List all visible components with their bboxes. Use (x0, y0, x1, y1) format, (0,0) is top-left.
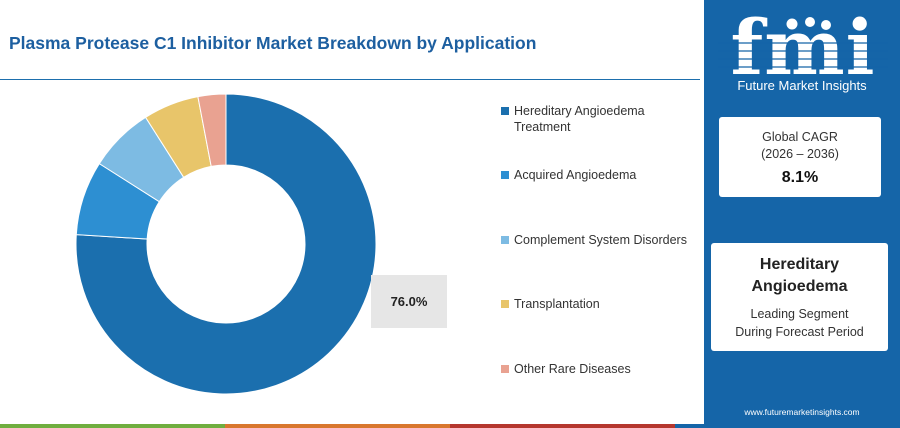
strip-segment (0, 424, 225, 428)
legend-label: Hereditary Angioedema Treatment (514, 103, 645, 135)
legend-label-line: Treatment (514, 120, 571, 134)
data-label-box: 76.0% (371, 275, 447, 328)
bottom-color-strip (0, 424, 900, 428)
brand-name: fmi (731, 8, 876, 92)
donut-chart (75, 93, 377, 395)
chart-title: Plasma Protease C1 Inhibitor Market Brea… (9, 33, 537, 53)
cagr-card: Global CAGR (2026 – 2036) 8.1% (719, 117, 881, 197)
segment-desc-line: Leading Segment (750, 307, 849, 321)
legend-label: Other Rare Diseases (514, 361, 631, 377)
data-label-hereditary: 76.0% (390, 294, 428, 309)
donut-slice-hereditary-angioedema-treatment (75, 93, 377, 395)
legend-label: Complement System Disorders (514, 232, 687, 248)
legend-item: Complement System Disorders (501, 232, 687, 248)
legend-label-line: Other Rare Diseases (514, 362, 631, 376)
website-link[interactable]: www.futuremarketinsights.com (744, 407, 860, 417)
info-sidebar: fmi Future Market Insights Global CAGR (… (704, 0, 900, 424)
legend-label-line: Complement System Disorders (514, 233, 687, 247)
globe-icon (786, 17, 831, 30)
legend-label-line: Transplantation (514, 297, 600, 311)
fmi-logo: fmi (718, 8, 888, 92)
strip-segment (225, 424, 450, 428)
cagr-value: 8.1% (781, 169, 819, 186)
legend-swatch (501, 365, 509, 373)
legend-item: Acquired Angioedema (501, 167, 636, 183)
logo-stripes (718, 42, 888, 68)
legend-label-line: Acquired Angioedema (514, 168, 637, 182)
cagr-period: (2026 – 2036) (761, 147, 839, 161)
segment-name: Hereditary Angioedema (711, 254, 888, 298)
strip-segment (450, 424, 675, 428)
cagr-label: Global CAGR (762, 130, 838, 144)
legend-label: Acquired Angioedema (514, 167, 636, 183)
segment-name-line: Angioedema (751, 278, 848, 295)
segment-description: Leading Segment During Forecast Period (711, 305, 888, 341)
strip-segment (675, 424, 900, 428)
legend-item: Transplantation (501, 296, 600, 312)
legend-swatch (501, 107, 509, 115)
legend-swatch (501, 236, 509, 244)
legend-label: Transplantation (514, 296, 600, 312)
title-bar: Plasma Protease C1 Inhibitor Market Brea… (0, 0, 700, 80)
chart-card: Plasma Protease C1 Inhibitor Market Brea… (0, 0, 700, 395)
legend-item: Other Rare Diseases (501, 361, 631, 377)
legend-item: Hereditary Angioedema Treatment (501, 103, 645, 135)
segment-desc-line: During Forecast Period (735, 325, 864, 339)
segment-name-line: Hereditary (759, 256, 840, 273)
leading-segment-card: Hereditary Angioedema Leading Segment Du… (711, 243, 888, 351)
legend-swatch (501, 171, 509, 179)
legend-swatch (501, 300, 509, 308)
brand-tagline: Future Market Insights (737, 78, 867, 93)
legend-label-line: Hereditary Angioedema (514, 104, 645, 118)
donut-slice-other-rare-diseases (197, 93, 227, 167)
